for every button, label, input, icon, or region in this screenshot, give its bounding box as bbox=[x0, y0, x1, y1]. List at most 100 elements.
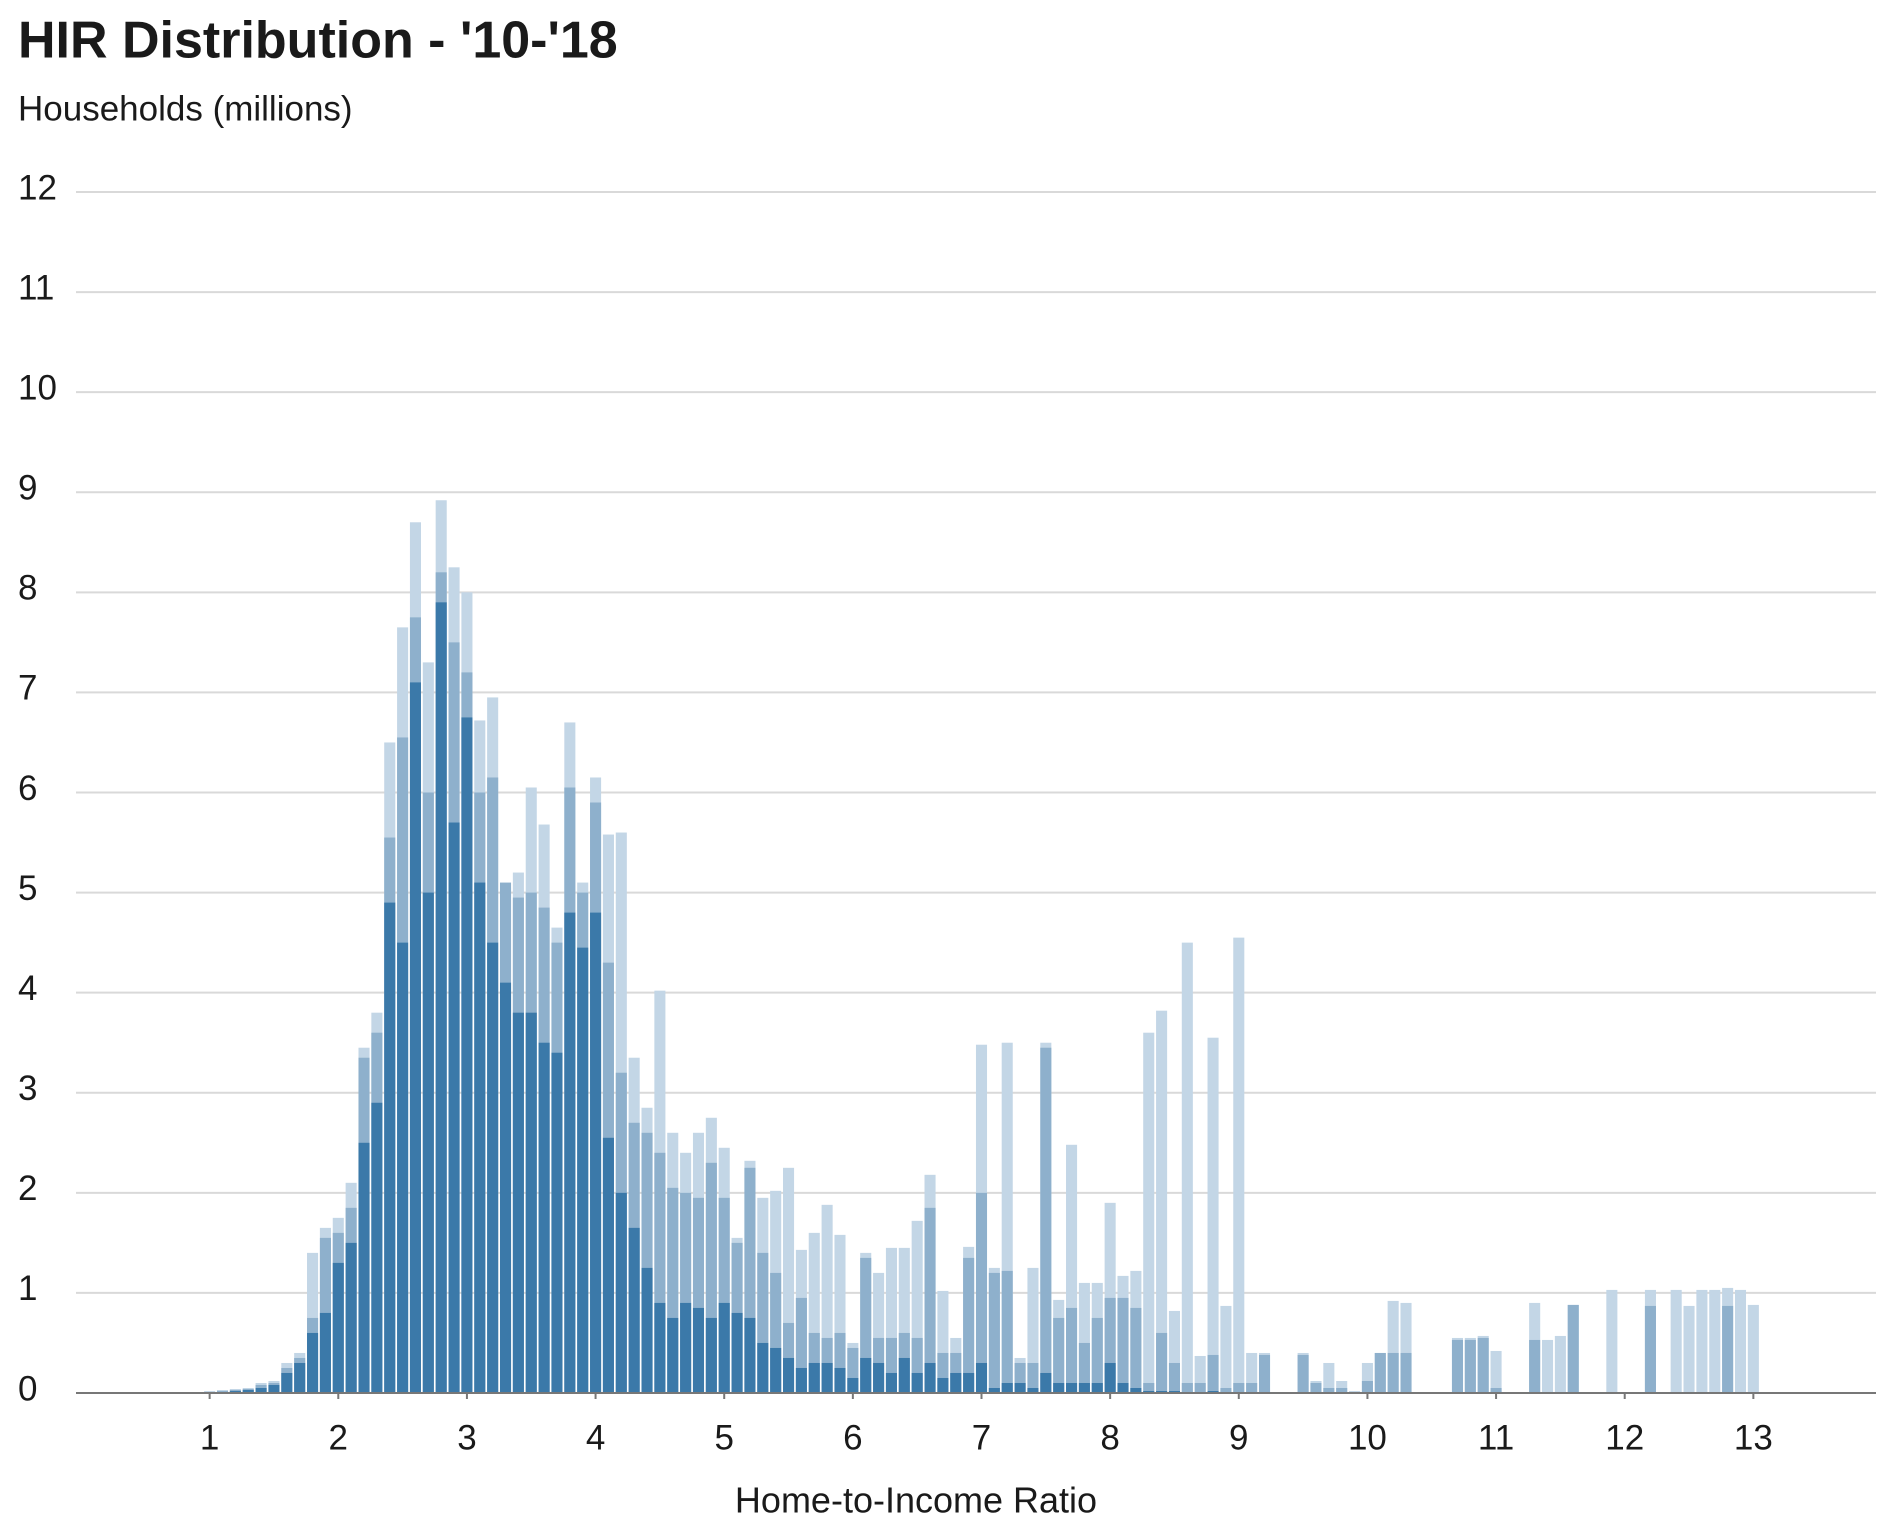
bar bbox=[821, 1362, 833, 1393]
bar bbox=[1168, 1390, 1180, 1393]
bar bbox=[448, 822, 460, 1393]
bar bbox=[1156, 1390, 1168, 1393]
x-tick-label: 2 bbox=[329, 1418, 348, 1457]
x-tick-label: 6 bbox=[843, 1418, 862, 1457]
bar bbox=[1066, 1382, 1078, 1393]
bar bbox=[898, 1247, 910, 1393]
bar bbox=[577, 947, 589, 1393]
bar bbox=[847, 1377, 859, 1393]
bar bbox=[1040, 1372, 1052, 1393]
bar bbox=[847, 1347, 859, 1393]
bar bbox=[422, 892, 434, 1393]
bar bbox=[667, 1187, 679, 1393]
bar bbox=[1323, 1387, 1335, 1393]
y-tick-label: 8 bbox=[18, 569, 37, 608]
bar bbox=[692, 1197, 705, 1393]
bar bbox=[1117, 1297, 1129, 1393]
bar bbox=[834, 1234, 846, 1393]
bar bbox=[1027, 1362, 1039, 1393]
bar bbox=[1220, 1387, 1232, 1393]
bar bbox=[1207, 1354, 1219, 1393]
bar bbox=[1310, 1382, 1322, 1393]
bar bbox=[1683, 1305, 1695, 1393]
y-tick-label: 12 bbox=[18, 168, 57, 207]
y-tick-label: 3 bbox=[18, 1069, 37, 1108]
bar bbox=[654, 1302, 666, 1393]
bar bbox=[1734, 1289, 1747, 1393]
bar bbox=[1361, 1362, 1373, 1393]
bar bbox=[551, 1052, 563, 1393]
bar bbox=[1078, 1342, 1090, 1393]
bar bbox=[1066, 1307, 1078, 1393]
bar bbox=[628, 1227, 640, 1393]
bar bbox=[1477, 1337, 1489, 1393]
bar bbox=[911, 1372, 923, 1393]
bar bbox=[461, 717, 473, 1393]
bar bbox=[1451, 1339, 1464, 1393]
x-tick-label: 12 bbox=[1605, 1418, 1644, 1457]
bar bbox=[885, 1372, 897, 1393]
y-tick-label: 0 bbox=[18, 1369, 37, 1408]
bar bbox=[937, 1377, 949, 1393]
bar bbox=[795, 1367, 807, 1393]
bar bbox=[860, 1357, 872, 1393]
bar bbox=[281, 1372, 293, 1393]
bar bbox=[1670, 1289, 1682, 1393]
bar bbox=[538, 1042, 550, 1393]
bar bbox=[1567, 1304, 1579, 1393]
bar bbox=[1258, 1354, 1271, 1393]
bar bbox=[885, 1247, 897, 1393]
bar bbox=[692, 1307, 705, 1393]
bar bbox=[1168, 1310, 1180, 1393]
bar bbox=[654, 1152, 666, 1393]
bar bbox=[1207, 1037, 1219, 1393]
bars bbox=[204, 500, 1759, 1393]
x-tick-label: 5 bbox=[714, 1418, 733, 1457]
bar bbox=[937, 1352, 949, 1393]
y-tick-label: 11 bbox=[18, 268, 54, 307]
bar bbox=[1168, 1362, 1180, 1393]
bar bbox=[487, 942, 499, 1393]
bar bbox=[1117, 1382, 1129, 1393]
bar bbox=[834, 1367, 846, 1393]
bar bbox=[718, 1302, 730, 1393]
bar bbox=[1606, 1289, 1618, 1393]
x-tick-label: 7 bbox=[972, 1418, 991, 1457]
bar bbox=[1181, 942, 1193, 1393]
bar bbox=[229, 1390, 241, 1393]
bar bbox=[795, 1297, 807, 1393]
y-tick-label: 7 bbox=[18, 669, 37, 708]
bar bbox=[1143, 1032, 1155, 1393]
bar bbox=[1014, 1382, 1026, 1393]
bar bbox=[1336, 1387, 1348, 1393]
bar bbox=[873, 1272, 885, 1393]
bar bbox=[1297, 1354, 1309, 1393]
bar bbox=[294, 1362, 306, 1393]
bar bbox=[1400, 1302, 1412, 1393]
bar bbox=[1490, 1387, 1502, 1393]
bar bbox=[332, 1262, 344, 1393]
bar bbox=[1104, 1297, 1116, 1393]
bar bbox=[1143, 1390, 1155, 1393]
bar bbox=[319, 1312, 331, 1393]
bar bbox=[898, 1357, 910, 1393]
bar bbox=[1027, 1387, 1039, 1393]
bar bbox=[590, 912, 602, 1393]
bar bbox=[911, 1220, 923, 1393]
bar bbox=[770, 1272, 782, 1393]
bar bbox=[525, 1012, 537, 1393]
bar bbox=[988, 1272, 1000, 1393]
bar bbox=[1246, 1352, 1258, 1393]
bar bbox=[744, 1317, 756, 1393]
bar bbox=[474, 882, 486, 1393]
x-tick-label: 1 bbox=[200, 1418, 219, 1457]
bar bbox=[1078, 1282, 1090, 1393]
bar bbox=[1490, 1350, 1502, 1393]
bar bbox=[1529, 1339, 1541, 1393]
bar bbox=[680, 1302, 692, 1393]
x-tick-label: 8 bbox=[1100, 1418, 1119, 1457]
bar bbox=[1336, 1380, 1348, 1393]
bar bbox=[499, 982, 512, 1393]
bar bbox=[731, 1312, 743, 1393]
